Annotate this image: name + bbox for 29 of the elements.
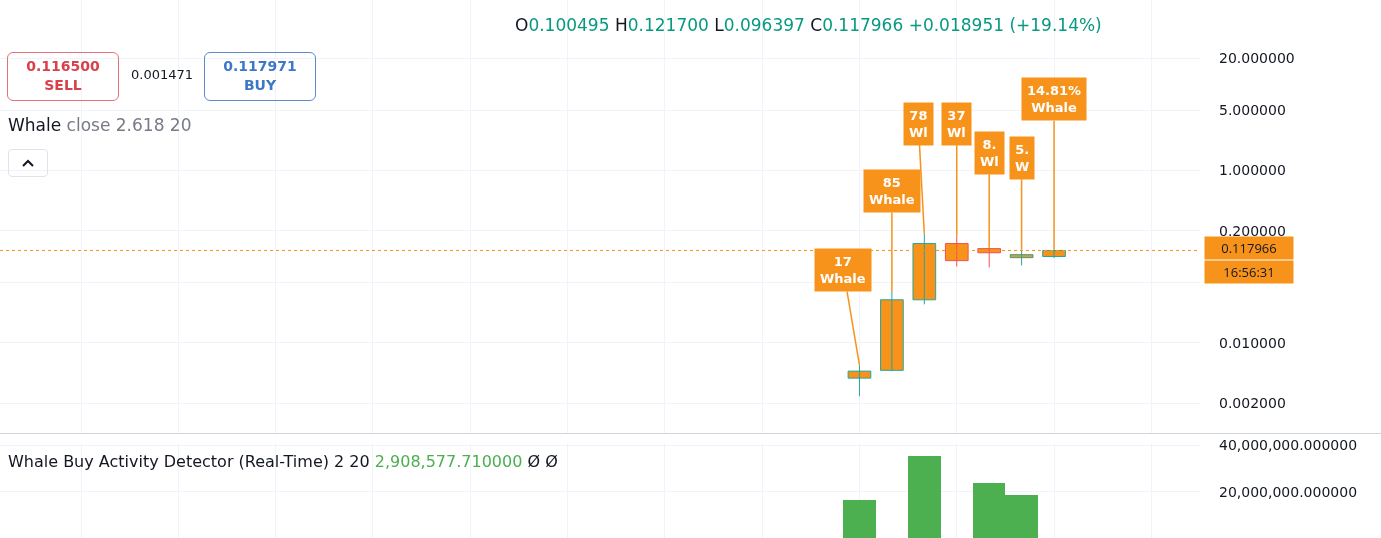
annotation: 2,908,577.710000 (374, 452, 523, 471)
bar (843, 500, 876, 538)
annotation: 0.117971 (223, 58, 297, 74)
text: 16:56:31 (1223, 263, 1275, 281)
annotation: 85 Whale (869, 175, 915, 207)
annotation: 0.001471 (131, 67, 194, 82)
annotation: 5. W (1015, 142, 1030, 174)
annotation: Ø Ø (527, 452, 558, 471)
y-tick-label: 40,000,000.000000 (1219, 437, 1358, 454)
y-tick-label: 1.000000 (1219, 162, 1286, 179)
ref-line-label: 0.117966 (1221, 239, 1277, 257)
annotation: 8. Wl (980, 137, 999, 169)
annotation: 78 Wl (909, 108, 928, 140)
annotation: 14.81% Whale (1027, 83, 1082, 115)
annotation: SELL (44, 77, 82, 93)
annotation: 0.116500 (26, 58, 100, 74)
y-tick-label: 20.000000 (1219, 50, 1295, 67)
text: O0.100495 H0.121700 L0.096397 C0.117966 +0.018951 (+19.14%) (515, 15, 1102, 35)
annotation: 37 Wl (947, 108, 966, 140)
y-tick-label: 5.000000 (1219, 102, 1286, 119)
annotation: BUY (243, 77, 277, 93)
y-tick-label: 0.200000 (1219, 222, 1286, 239)
y-tick-label: 0.002000 (1219, 395, 1286, 412)
y-tick-label: 0.010000 (1219, 334, 1286, 351)
y-tick-label: 20,000,000.000000 (1219, 483, 1358, 500)
bar (908, 455, 941, 538)
annotation: 17 Whale (820, 254, 866, 286)
annotation: Whale close 2.618 20 (8, 115, 192, 135)
text: Whale Buy Activity Detector (Real-Time) 2 20 (8, 452, 370, 471)
